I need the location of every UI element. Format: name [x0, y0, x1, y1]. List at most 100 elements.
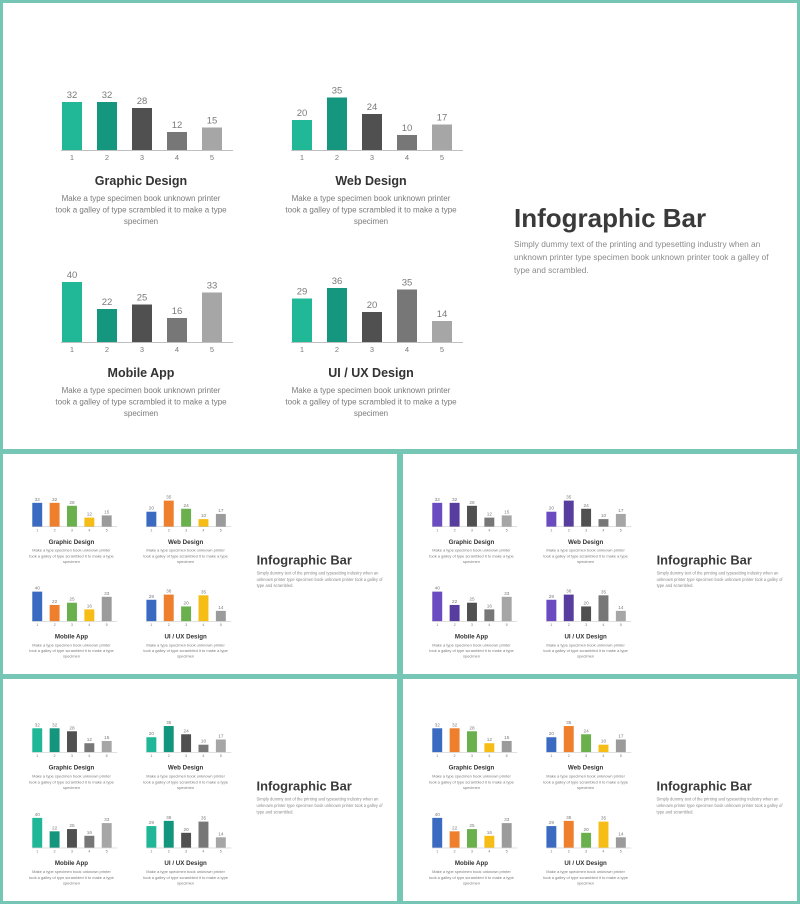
bar-4 — [484, 609, 495, 622]
tick-label: 5 — [220, 623, 222, 627]
data-label: 20 — [549, 506, 555, 511]
chart-title: Mobile App — [108, 366, 175, 380]
data-label: 16 — [487, 603, 493, 608]
chart-description: specimen — [124, 409, 158, 418]
chart-description: took a galley of type scrambled it to ma… — [29, 779, 115, 784]
data-label: 24 — [583, 503, 589, 508]
bar-3 — [581, 832, 592, 848]
data-label: 12 — [87, 737, 93, 743]
bar-1 — [32, 817, 43, 848]
data-label: 36 — [166, 815, 172, 821]
tick-label: 2 — [54, 528, 56, 532]
bar-1 — [62, 102, 82, 150]
chart-0: 32 1 32 2 28 3 12 4 15 5 Graphic Design Make a type… — [429, 497, 518, 564]
data-label: 28 — [69, 500, 75, 505]
data-label: 10 — [601, 739, 607, 745]
slide-heading: Infographic Bar — [514, 203, 706, 233]
tick-label: 2 — [168, 623, 170, 627]
bar-2 — [163, 820, 174, 848]
bar-2 — [327, 288, 347, 342]
bar-5 — [615, 739, 626, 753]
data-label: 25 — [69, 597, 75, 602]
chart-description: Make a type specimen book unknown printe… — [546, 774, 625, 779]
tick-label: 3 — [585, 623, 587, 627]
chart-description: took a galley of type scrambled it to ma… — [543, 875, 629, 880]
bar-5 — [215, 610, 226, 622]
tick-label: 1 — [436, 754, 438, 758]
chart-3: 29 1 36 2 20 3 35 4 14 5 UI / UX Design Make a type… — [543, 815, 632, 886]
data-label: 15 — [207, 116, 218, 127]
bar-2 — [327, 97, 347, 150]
chart-description: Make a type specimen book unknown printe… — [546, 642, 625, 647]
tick-label: 4 — [602, 754, 604, 758]
tick-label: 4 — [88, 528, 90, 532]
tick-label: 5 — [106, 850, 108, 854]
chart-description: specimen — [63, 785, 80, 790]
data-label: 28 — [469, 500, 475, 505]
data-label: 12 — [487, 737, 493, 743]
data-label: 35 — [402, 278, 413, 289]
chart-title: Graphic Design — [49, 765, 95, 772]
tick-label: 1 — [436, 623, 438, 627]
bar-1 — [432, 817, 443, 848]
chart-title: Web Design — [568, 765, 604, 772]
data-label: 10 — [601, 513, 607, 518]
chart-title: UI / UX Design — [164, 860, 207, 867]
tick-label: 2 — [454, 528, 456, 532]
tick-label: 3 — [185, 623, 187, 627]
bar-3 — [467, 829, 477, 848]
bar-1 — [32, 728, 43, 753]
chart-title: UI / UX Design — [328, 366, 413, 380]
slide-variant-purple: 32 1 32 2 28 3 12 4 15 5 Graphic Design Make a type… — [403, 454, 797, 674]
tick-label: 3 — [71, 850, 73, 854]
data-label: 24 — [183, 728, 189, 734]
data-label: 29 — [549, 820, 555, 826]
bar-2 — [563, 594, 574, 622]
chart-description: Make a type specimen book unknown printe… — [32, 774, 111, 779]
bar-5 — [215, 739, 226, 753]
chart-description: took a galley of type scrambled it to ma… — [55, 206, 227, 215]
tick-label: 2 — [568, 850, 570, 854]
tick-label: 3 — [585, 528, 587, 532]
data-label: 22 — [452, 825, 458, 831]
bar-1 — [32, 502, 43, 527]
chart-0: 32 1 32 2 28 3 12 4 15 5 Graphic Design Make a type… — [55, 90, 233, 226]
chart-description: took a galley of type scrambled it to ma… — [543, 648, 628, 653]
tick-label: 2 — [105, 345, 109, 354]
chart-description: Make a type specimen book unknown printe… — [146, 869, 225, 874]
chart-description: specimen — [63, 881, 80, 886]
data-label: 35 — [601, 589, 607, 594]
data-label: 14 — [437, 309, 448, 320]
tick-label: 4 — [88, 850, 90, 854]
data-label: 35 — [601, 816, 607, 822]
chart-description: Make a type specimen book unknown printe… — [146, 548, 225, 553]
data-label: 17 — [218, 733, 224, 739]
data-label: 35 — [566, 720, 572, 726]
chart-description: Make a type specimen book unknown printe… — [146, 642, 225, 647]
data-label: 33 — [104, 817, 110, 823]
bar-4 — [598, 821, 609, 848]
chart-description: took a galley of type scrambled it to ma… — [143, 553, 228, 558]
chart-description: took a galley of type scrambled it to ma… — [429, 779, 515, 784]
chart-title: Web Design — [168, 539, 204, 546]
slide-heading: Infographic Bar — [657, 778, 752, 793]
chart-description: Make a type specimen book unknown printe… — [432, 774, 511, 779]
chart-description: Make a type specimen book unknown printe… — [432, 869, 511, 874]
data-label: 36 — [166, 589, 172, 594]
tick-label: 5 — [210, 345, 214, 354]
chart-1: 20 1 35 2 24 3 10 4 17 5 Web Design Make a type spe… — [543, 720, 632, 790]
data-label: 32 — [435, 497, 441, 502]
chart-description: took a galley of type scrambled it to ma… — [429, 875, 515, 880]
data-label: 20 — [183, 600, 189, 605]
chart-title: UI / UX Design — [564, 860, 607, 867]
slide-paragraph: unknown printer type specimen book unkno… — [514, 252, 769, 262]
slide-paragraph: Simply dummy text of the printing and ty… — [657, 796, 780, 801]
chart-title: Web Design — [168, 765, 204, 772]
tick-label: 5 — [106, 528, 108, 532]
data-label: 17 — [437, 113, 448, 124]
slide-paragraph: unknown printer type specimen book unkno… — [257, 577, 384, 582]
data-label: 22 — [52, 825, 58, 831]
tick-label: 3 — [185, 850, 187, 854]
